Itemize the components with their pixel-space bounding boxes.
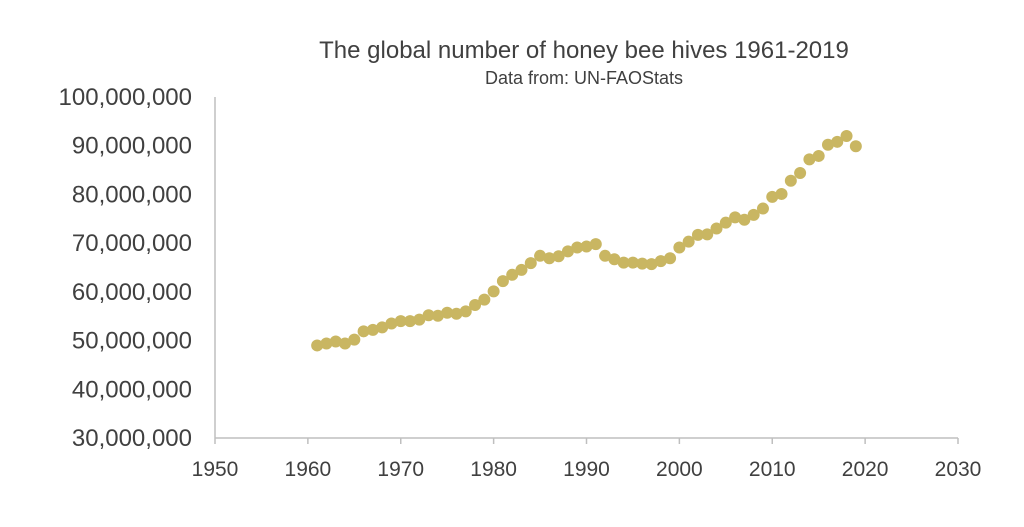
chart-subtitle: Data from: UN-FAOStats bbox=[485, 68, 683, 88]
data-point bbox=[617, 256, 630, 269]
data-point bbox=[608, 253, 621, 266]
x-tick-label: 1960 bbox=[285, 458, 332, 481]
x-tick-label: 1990 bbox=[563, 458, 610, 481]
x-tick-label: 2010 bbox=[749, 458, 796, 481]
data-point bbox=[348, 333, 361, 346]
data-point bbox=[552, 250, 565, 263]
data-point bbox=[831, 135, 844, 148]
x-tick-label: 2030 bbox=[935, 458, 982, 481]
data-point bbox=[339, 337, 352, 350]
y-tick-label: 70,000,000 bbox=[72, 230, 192, 257]
data-point bbox=[682, 235, 695, 248]
data-point bbox=[701, 228, 714, 241]
x-tick-label: 1980 bbox=[470, 458, 517, 481]
y-tick-label: 60,000,000 bbox=[72, 279, 192, 306]
data-point bbox=[571, 241, 584, 254]
y-tick-label: 40,000,000 bbox=[72, 376, 192, 403]
data-point bbox=[561, 245, 574, 258]
data-point bbox=[450, 307, 463, 320]
data-point bbox=[441, 306, 454, 319]
data-point bbox=[794, 166, 807, 179]
data-point bbox=[394, 315, 407, 328]
data-point bbox=[311, 339, 324, 352]
data-point bbox=[589, 238, 602, 251]
y-tick-label: 50,000,000 bbox=[72, 328, 192, 355]
y-tick-label: 100,000,000 bbox=[59, 84, 192, 111]
data-point bbox=[515, 263, 528, 276]
data-point bbox=[766, 190, 779, 203]
data-point bbox=[524, 257, 537, 270]
data-point bbox=[329, 335, 342, 348]
data-point bbox=[459, 305, 472, 318]
data-point bbox=[710, 222, 723, 235]
y-tick-label: 30,000,000 bbox=[72, 425, 192, 452]
y-axis-tick-labels: 30,000,000 40,000,000 50,000,000 60,000,000… bbox=[59, 84, 192, 452]
x-tick-label: 1970 bbox=[377, 458, 424, 481]
data-point bbox=[719, 216, 732, 229]
data-point bbox=[738, 213, 751, 226]
data-point bbox=[385, 317, 398, 330]
data-point bbox=[543, 252, 556, 265]
data-point bbox=[599, 249, 612, 262]
data-point bbox=[422, 309, 435, 322]
data-point bbox=[812, 149, 825, 162]
data-point bbox=[803, 153, 816, 166]
data-point bbox=[664, 252, 677, 265]
data-point bbox=[496, 275, 509, 288]
data-point bbox=[691, 228, 704, 241]
data-point bbox=[366, 323, 379, 336]
data-point bbox=[469, 299, 482, 312]
data-point bbox=[534, 249, 547, 262]
data-point bbox=[784, 174, 797, 187]
data-point bbox=[506, 268, 519, 281]
x-tick-label: 2020 bbox=[842, 458, 889, 481]
data-point bbox=[376, 321, 389, 334]
data-point bbox=[580, 240, 593, 253]
x-tick-label: 1950 bbox=[192, 458, 239, 481]
data-point bbox=[404, 315, 417, 328]
y-tick-label: 90,000,000 bbox=[72, 133, 192, 160]
data-point bbox=[729, 211, 742, 224]
data-point bbox=[840, 129, 853, 142]
y-tick-label: 80,000,000 bbox=[72, 181, 192, 208]
data-point bbox=[645, 258, 658, 271]
data-point bbox=[747, 208, 760, 221]
data-point bbox=[654, 255, 667, 268]
data-points bbox=[311, 129, 862, 352]
chart-title: The global number of honey bee hives 196… bbox=[319, 37, 849, 64]
data-point bbox=[821, 138, 834, 151]
data-point bbox=[775, 187, 788, 200]
data-point bbox=[849, 140, 862, 153]
data-point bbox=[413, 313, 426, 326]
data-point bbox=[320, 337, 333, 350]
x-axis-tick-marks bbox=[214, 438, 959, 444]
data-point bbox=[357, 325, 370, 338]
data-point bbox=[487, 285, 500, 298]
data-point bbox=[673, 241, 686, 254]
data-point bbox=[431, 309, 444, 322]
data-point bbox=[478, 293, 491, 306]
x-axis-tick-labels: 1950 1960 1970 1980 1990 2000 2010 2020 2030 bbox=[192, 458, 982, 481]
data-point bbox=[636, 257, 649, 270]
data-point bbox=[626, 256, 639, 269]
data-point bbox=[756, 202, 769, 215]
x-tick-label: 2000 bbox=[656, 458, 703, 481]
